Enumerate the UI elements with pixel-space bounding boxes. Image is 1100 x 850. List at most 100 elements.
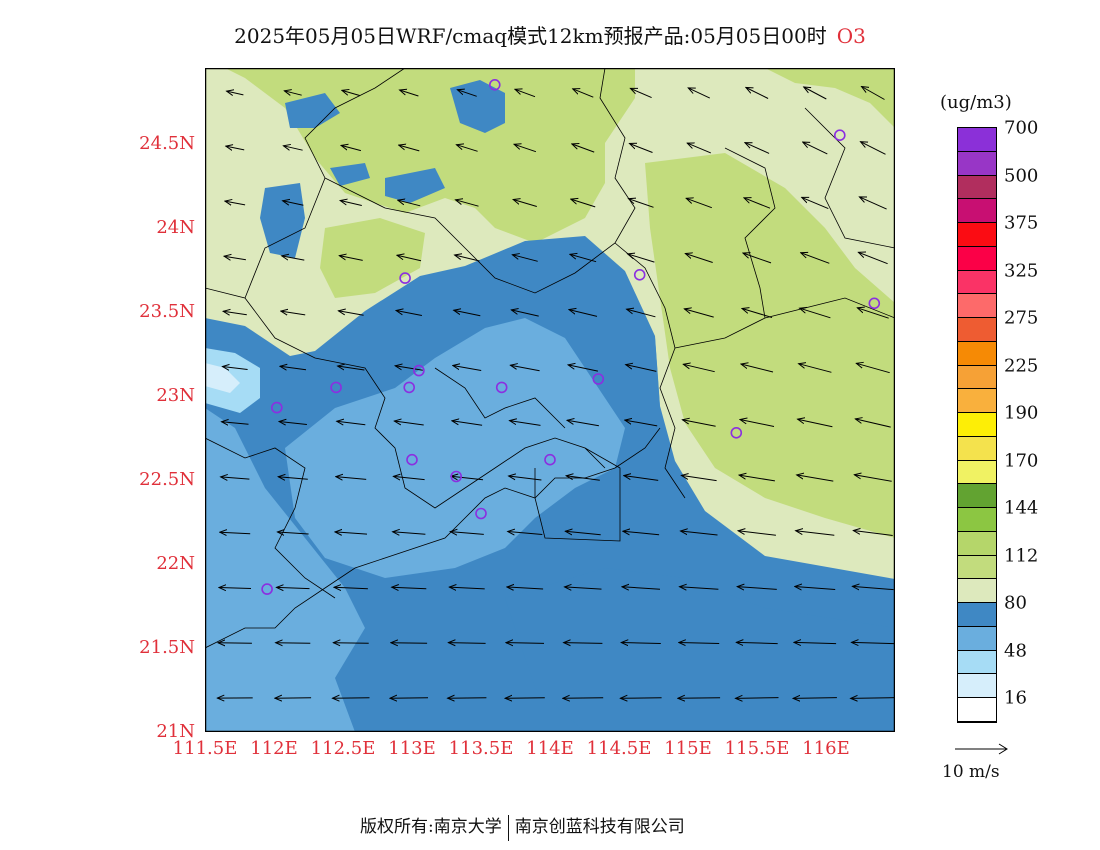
ozone-band-lightest [205, 363, 240, 393]
monitoring-station-marker [833, 129, 846, 141]
ozone-band-112-144-east [765, 68, 895, 128]
wind-arrow [223, 311, 247, 314]
wind-arrow [448, 643, 486, 644]
wind-arrow [686, 198, 712, 209]
wind-arrow [225, 201, 246, 205]
wind-arrow [456, 200, 479, 207]
wind-arrow [335, 532, 368, 534]
wind-arrow [565, 531, 601, 534]
colorbar-segment [958, 294, 996, 319]
colorbar-label: 16 [1004, 687, 1027, 709]
wind-arrow [514, 144, 537, 153]
colorbar-label: 112 [1004, 545, 1039, 567]
wind-arrow [682, 420, 716, 427]
monitoring-station-marker [406, 453, 418, 466]
colorbar-label: 144 [1004, 497, 1039, 519]
admin-boundary-5 [724, 147, 776, 319]
wind-arrow [456, 145, 478, 152]
colorbar-label: 700 [1004, 117, 1039, 139]
wind-arrow [282, 256, 305, 261]
wind-arrow [625, 420, 658, 427]
monitoring-station-marker [544, 453, 556, 466]
lat-tick-label: 24N [156, 216, 195, 238]
wind-arrow [745, 143, 770, 154]
lon-tick-label: 115E [664, 738, 712, 759]
wind-arrow [804, 87, 827, 100]
colorbar-segment [958, 555, 996, 580]
wind-arrow [681, 531, 718, 536]
wind-arrow [281, 311, 306, 315]
wind-arrow [564, 643, 603, 644]
ozone-patch-north-2 [285, 93, 340, 128]
colorbar-segment [958, 175, 996, 200]
wind-arrow [453, 366, 482, 371]
lat-tick-label: 23N [156, 384, 195, 406]
wind-arrow [744, 198, 771, 209]
wind-arrow [450, 532, 484, 535]
wind-arrow [862, 87, 885, 100]
map-frame [205, 68, 895, 732]
wind-arrow [333, 643, 369, 644]
wind-arrow [513, 200, 537, 207]
colorbar-segment [958, 128, 996, 152]
wind-arrow [342, 90, 361, 97]
monitoring-station-marker [271, 401, 283, 414]
colorbar-segment [958, 531, 996, 556]
wind-arrow [511, 310, 539, 317]
wind-arrow [739, 475, 775, 482]
colorbar-segment [958, 270, 996, 295]
wind-arrow [685, 254, 713, 263]
wind-arrow [509, 476, 542, 481]
monitoring-station-marker [592, 373, 605, 385]
ozone-patch-north-3 [385, 168, 445, 203]
wind-arrow [392, 587, 427, 589]
wind-arrow [341, 145, 362, 152]
admin-boundary-2 [324, 68, 636, 294]
lon-tick-label: 112.5E [310, 738, 376, 759]
colorbar-segment [958, 603, 996, 627]
colorbar-segment [958, 484, 996, 509]
admin-boundary-3 [614, 242, 686, 499]
lon-tick-label: 113E [388, 738, 436, 759]
wind-arrow [859, 197, 887, 210]
wind-arrow [852, 586, 894, 589]
wind-arrow [452, 421, 483, 426]
colorbar-segment [958, 650, 996, 675]
wind-arrow [630, 88, 652, 99]
wind-arrow [339, 256, 363, 261]
wind-arrow [800, 308, 831, 319]
admin-boundary-4 [674, 297, 895, 349]
wind-arrow [277, 587, 310, 588]
wind-arrow [684, 309, 714, 318]
wind-arrow [454, 310, 481, 317]
wind-arrow [793, 698, 837, 699]
wind-arrow [338, 366, 365, 371]
wind-arrow [627, 309, 656, 318]
wind-arrow [572, 144, 595, 153]
wind-arrow [736, 698, 779, 699]
monitoring-station-marker [413, 364, 425, 377]
wind-arrow [280, 366, 307, 369]
wind-arrow [852, 642, 895, 643]
admin-boundary-8 [205, 437, 336, 599]
lat-tick-label: 22N [156, 552, 195, 574]
wind-arrow [799, 364, 832, 373]
wind-arrow [856, 363, 890, 374]
wind-arrow [622, 587, 661, 589]
footer-separator [507, 814, 509, 841]
wind-arrow [566, 476, 600, 481]
colorbar-segment [958, 318, 996, 342]
colorbar-segment [958, 508, 996, 532]
lon-tick-label: 115.5E [724, 738, 790, 759]
wind-arrow [449, 587, 485, 589]
wind-arrow [221, 477, 250, 479]
wind-arrow [224, 256, 246, 260]
wind-arrow [337, 421, 366, 424]
wind-reference-arrow [955, 743, 1008, 755]
ozone-patch-north-4 [260, 183, 305, 258]
wind-arrow [283, 146, 303, 150]
colorbar-segment [958, 674, 996, 699]
colorbar-segment [958, 223, 996, 247]
ozone-band-112-144-west [320, 218, 425, 298]
wind-arrow [741, 364, 774, 373]
